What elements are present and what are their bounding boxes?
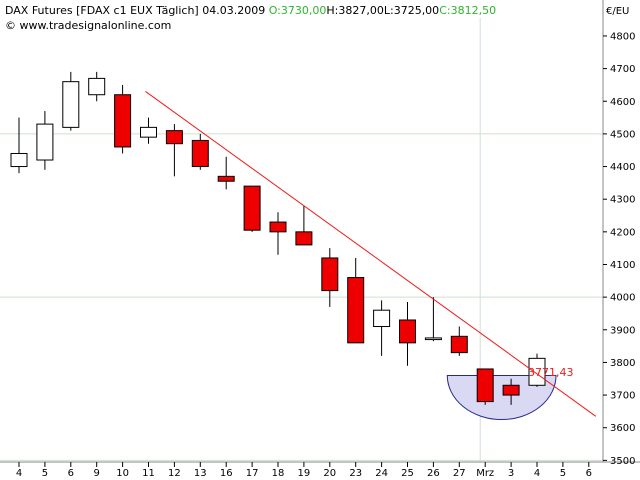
x-tick-label: 25 [401,468,414,479]
y-tick-label: 3500 [610,456,635,467]
trendline [145,91,597,417]
y-tick-label: 4800 [610,31,635,42]
x-tick-label: 3 [508,468,514,479]
x-axis: 4 5 6 9 10 11 12 13 16 17 18 19 20 23 24 25 26 27 Mrz 3 4 5 6 [16,462,592,479]
candle-body [502,384,520,396]
price-annotation: 3771,43 [528,366,574,379]
y-tick-label: 3600 [610,423,635,434]
x-tick-label: 9 [94,468,100,479]
x-tick-label: 5 [42,468,48,479]
candle-body [399,319,416,344]
svg-text:DAX Futures [FDAX c1 EUX: DAX Futures [FDAX c1 EUX Täglich] 04.03.… [5,4,496,17]
y-axis: 3500 3600 3700 3800 3900 4000 4100 4200 4300 4400… [603,31,635,467]
y-tick-label: 4500 [610,129,635,140]
candle-body [476,368,494,403]
x-tick-label: 4 [534,468,540,479]
x-tick-label: Mrz [476,468,494,479]
highlight-ellipse [446,374,557,421]
low-value: L:3725,00 [384,4,439,17]
x-tick-label: 26 [427,468,440,479]
y-tick-label: 3900 [610,325,635,336]
candle-body [528,357,546,386]
y-tick-label: 4400 [610,162,635,173]
y-tick-label: 4600 [610,97,635,108]
candle-body [347,277,365,344]
x-tick-label: 17 [246,468,259,479]
x-tick-label: 12 [168,468,181,479]
x-tick-label: 6 [586,468,592,479]
candle-body [114,94,132,148]
x-tick-label: 10 [116,468,129,479]
header-date: 04.03.2009 [202,4,265,17]
candle-body [373,309,391,328]
candle-body [424,337,442,341]
candle-body [295,231,313,246]
open-value: O:3730,00 [269,4,327,17]
x-tick-label: 5 [560,468,566,479]
x-tick-label: 20 [323,468,336,479]
candle-body [321,257,339,292]
candles-group [10,71,546,405]
candle-body [243,185,261,231]
x-tick-label: 11 [142,468,155,479]
candle-body [269,221,287,233]
source-label: © www.tradesignalonline.com [5,19,171,32]
x-tick-label: 27 [453,468,466,479]
candle-body [62,81,80,128]
candle-body [450,335,468,354]
y-tick-label: 4700 [610,64,635,75]
y-tick-label: 3700 [610,391,635,402]
y-tick-label: 4200 [610,227,635,238]
x-tick-label: 23 [349,468,362,479]
x-tick-label: 16 [220,468,233,479]
x-tick-label: 13 [194,468,207,479]
x-tick-label: 19 [298,468,311,479]
x-tick-label: 6 [68,468,74,479]
y-tick-label: 4100 [610,260,635,271]
high-value: H:3827,00 [326,4,383,17]
candle-body [36,123,54,161]
instrument-name: DAX Futures [5,4,73,17]
y-tick-label: 4000 [610,293,635,304]
candle-body [140,126,157,138]
candle-body [191,139,209,168]
x-tick-label: 18 [272,468,285,479]
y-tick-label: 3800 [610,358,635,369]
candle-body [10,152,28,168]
x-tick-label: 24 [375,468,388,479]
close-value: C:3812,50 [439,4,496,17]
y-tick-label: 4300 [610,195,635,206]
candle-body [165,130,183,145]
candle-body [217,175,235,182]
x-tick-label: 4 [16,468,22,479]
instrument-symbol: [FDAX c1 EUX Täglich] [76,4,199,17]
candle-body [88,77,106,96]
currency-label: €/EU [606,6,629,17]
